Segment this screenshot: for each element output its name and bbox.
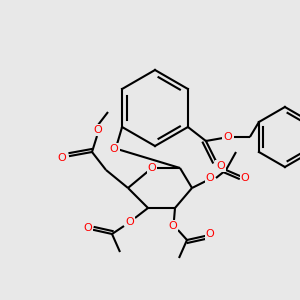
Text: O: O [224, 132, 232, 142]
Text: O: O [126, 217, 134, 227]
Text: O: O [206, 173, 214, 183]
Text: O: O [148, 163, 156, 173]
Text: O: O [84, 223, 92, 233]
Text: O: O [217, 161, 225, 171]
Text: O: O [206, 229, 214, 239]
Text: O: O [110, 144, 118, 154]
Text: O: O [169, 221, 177, 231]
Text: O: O [241, 173, 249, 183]
Text: O: O [94, 125, 102, 135]
Text: O: O [58, 153, 66, 163]
